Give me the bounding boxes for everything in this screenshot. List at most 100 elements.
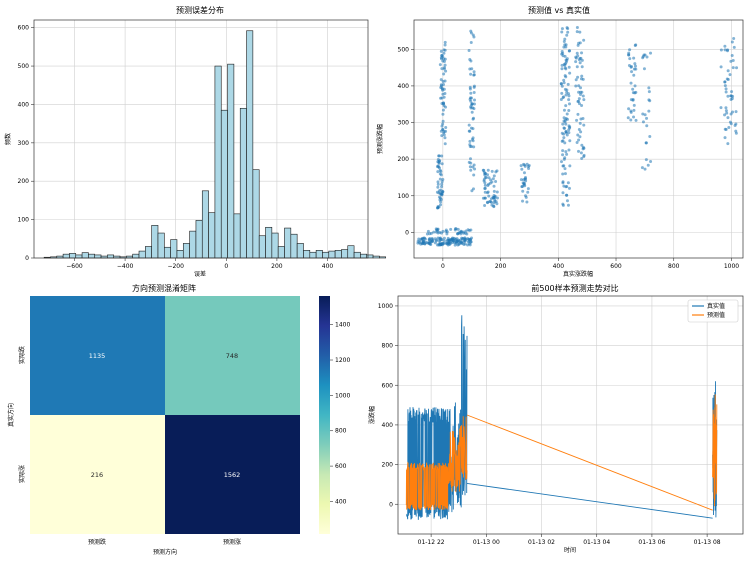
scatter-point <box>468 139 472 143</box>
scatter-point <box>575 30 579 34</box>
scatter-point <box>735 66 739 70</box>
scatter-point <box>567 148 571 152</box>
scatter-point <box>644 158 648 162</box>
scatter-point <box>439 242 443 246</box>
heatmap-title: 方向预测混淆矩阵 <box>132 283 196 293</box>
scatter-point <box>578 121 582 125</box>
scatter-point <box>438 168 442 172</box>
scatter-point <box>436 170 440 174</box>
scatter-point <box>730 40 734 44</box>
scatter-point <box>467 229 471 233</box>
scatter-point <box>723 113 727 117</box>
scatter-point <box>472 145 476 149</box>
scatter-point <box>561 96 565 100</box>
histogram-bars <box>43 30 387 259</box>
scatter-point <box>563 126 567 130</box>
scatter-point <box>568 71 572 75</box>
histogram-xlabel: 误差 <box>194 270 206 278</box>
scatter-point <box>575 65 579 69</box>
scatter-point <box>580 65 584 69</box>
scatter-point <box>560 91 564 95</box>
scatter-point <box>439 188 443 192</box>
line-panel: 前500样本预测走势对比 01-12 22 01-13 00 01-13 02 01-… <box>368 283 744 554</box>
scatter-point <box>495 202 499 206</box>
scatter-point <box>729 112 733 116</box>
scatter-point <box>492 174 496 178</box>
scatter-point <box>489 178 493 182</box>
scatter-point <box>643 167 647 171</box>
scatter-point <box>641 112 645 116</box>
scatter-point <box>472 35 476 39</box>
scatter-point <box>578 56 582 60</box>
colorbar-tick-label: 800 <box>335 428 347 435</box>
histogram-bar <box>328 250 336 259</box>
x-tick-label: 1000 <box>724 263 739 270</box>
scatter-point <box>728 73 732 77</box>
scatter-point <box>481 196 485 200</box>
histogram-bar <box>214 65 222 259</box>
scatter-point <box>470 110 474 114</box>
histogram-bar <box>176 250 184 259</box>
scatter-point <box>562 157 566 161</box>
histogram-bar <box>75 254 83 259</box>
scatter-point <box>429 231 433 235</box>
scatter-point <box>645 116 649 120</box>
scatter-point <box>725 111 729 115</box>
scatter-point <box>439 173 443 177</box>
scatter-point <box>442 239 446 243</box>
scatter-point <box>567 98 571 102</box>
scatter-point <box>560 160 564 164</box>
scatter-point <box>484 176 488 180</box>
scatter-point <box>575 26 579 30</box>
line-frame <box>397 295 744 535</box>
x-tick-label: 200 <box>271 263 283 270</box>
scatter-point <box>443 40 447 44</box>
line-series-bridge <box>466 414 713 511</box>
scatter-point <box>441 119 445 123</box>
histogram-ticks: −600 −400 −200 0 200 400 0 100 200 300 400 500 600 <box>18 25 334 270</box>
scatter-point <box>440 124 444 128</box>
scatter-point <box>580 143 584 147</box>
scatter-point <box>436 185 440 189</box>
scatter-point <box>582 123 586 127</box>
scatter-point <box>444 129 448 133</box>
histogram-bar <box>277 246 285 259</box>
scatter-point <box>519 164 523 168</box>
scatter-point <box>627 107 631 111</box>
scatter-point <box>418 239 422 243</box>
scatter-point <box>726 77 730 81</box>
scatter-point <box>724 106 728 110</box>
scatter-point <box>470 102 474 106</box>
scatter-point <box>564 93 568 97</box>
scatter-point <box>441 112 445 116</box>
scatter-point <box>489 197 493 201</box>
scatter-point <box>441 79 445 83</box>
scatter-point <box>649 51 653 55</box>
x-tick-label: 400 <box>553 263 565 270</box>
scatter-point <box>521 189 525 193</box>
scatter-point <box>641 56 645 60</box>
scatter-point <box>562 119 566 123</box>
scatter-point <box>649 160 653 164</box>
scatter-point <box>730 90 734 94</box>
scatter-point <box>574 78 578 82</box>
scatter-point <box>472 84 476 88</box>
histogram-bar <box>379 256 387 259</box>
scatter-point <box>566 27 570 31</box>
scatter-point <box>483 173 487 177</box>
scatter-point <box>473 167 477 171</box>
scatter-point <box>458 238 462 242</box>
scatter-point <box>439 49 443 53</box>
scatter-point <box>580 74 584 78</box>
scatter-point <box>575 118 579 122</box>
scatter-point <box>728 120 732 124</box>
scatter-point <box>440 180 444 184</box>
heatmap-value: 748 <box>226 352 238 360</box>
histogram-bar <box>208 212 216 259</box>
scatter-point <box>465 232 469 236</box>
scatter-point <box>441 101 445 105</box>
line-ylabel: 涨跌幅 <box>368 406 376 424</box>
x-tick-label: 800 <box>668 263 680 270</box>
scatter-point <box>467 129 471 133</box>
